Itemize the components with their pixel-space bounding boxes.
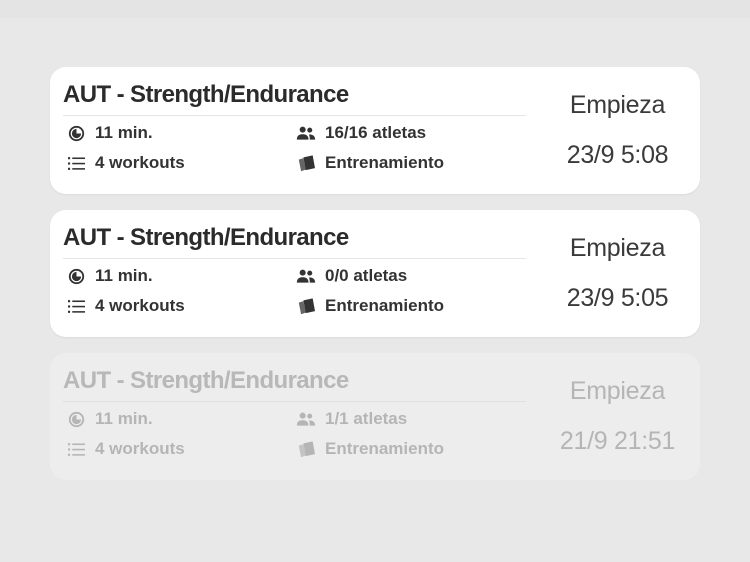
start-label: Empieza	[569, 377, 666, 405]
type-info: Entrenamiento	[296, 296, 444, 316]
type-info: Entrenamiento	[296, 439, 444, 459]
duration-info: 11 min.	[66, 266, 153, 286]
workouts-info: 4 workouts	[66, 296, 185, 316]
duration-text: 11 min.	[95, 409, 153, 428]
session-title: AUT - Strength/Endurance	[63, 81, 349, 108]
type-text: Entrenamiento	[325, 439, 445, 458]
type-text: Entrenamiento	[325, 296, 445, 315]
workouts-info: 4 workouts	[66, 153, 185, 173]
athletes-info: 16/16 atletas	[296, 123, 426, 143]
divider	[63, 258, 526, 259]
athletes-info: 1/1 atletas	[296, 409, 407, 429]
session-card-disabled[interactable]: AUT - Strength/Endurance 11 min. 1/1 atl…	[50, 353, 700, 480]
session-card[interactable]: AUT - Strength/Endurance 11 min. 16/16 a…	[50, 67, 700, 194]
start-label: Empieza	[569, 234, 666, 262]
list-icon	[66, 439, 86, 459]
type-text: Entrenamiento	[325, 153, 445, 172]
workouts-info: 4 workouts	[66, 439, 185, 459]
duration-text: 11 min.	[95, 123, 153, 142]
session-title: AUT - Strength/Endurance	[63, 224, 349, 251]
start-date: 23/9 5:05	[566, 284, 669, 312]
cards-icon	[296, 153, 316, 173]
athletes-text: 16/16 atletas	[325, 123, 427, 142]
start-block: Empieza 23/9 5:05	[550, 210, 685, 337]
workouts-text: 4 workouts	[95, 153, 185, 172]
type-info: Entrenamiento	[296, 153, 444, 173]
timer-icon	[66, 123, 86, 143]
list-icon	[66, 153, 86, 173]
session-title: AUT - Strength/Endurance	[63, 367, 349, 394]
divider	[63, 115, 526, 116]
start-label: Empieza	[569, 91, 666, 119]
timer-icon	[66, 409, 86, 429]
people-icon	[296, 409, 316, 429]
list-icon	[66, 296, 86, 316]
duration-text: 11 min.	[95, 266, 153, 285]
athletes-info: 0/0 atletas	[296, 266, 407, 286]
start-block: Empieza 21/9 21:51	[550, 353, 685, 480]
athletes-text: 0/0 atletas	[325, 266, 408, 285]
session-card[interactable]: AUT - Strength/Endurance 11 min. 0/0 atl…	[50, 210, 700, 337]
divider	[63, 401, 526, 402]
start-date: 21/9 21:51	[559, 427, 676, 455]
people-icon	[296, 266, 316, 286]
duration-info: 11 min.	[66, 409, 153, 429]
cards-icon	[296, 296, 316, 316]
people-icon	[296, 123, 316, 143]
duration-info: 11 min.	[66, 123, 153, 143]
timer-icon	[66, 266, 86, 286]
session-list: AUT - Strength/Endurance 11 min. 16/16 a…	[50, 67, 700, 496]
workouts-text: 4 workouts	[95, 296, 185, 315]
start-date: 23/9 5:08	[566, 141, 669, 169]
athletes-text: 1/1 atletas	[325, 409, 408, 428]
top-strip	[0, 0, 750, 18]
workouts-text: 4 workouts	[95, 439, 185, 458]
start-block: Empieza 23/9 5:08	[550, 67, 685, 194]
cards-icon	[296, 439, 316, 459]
